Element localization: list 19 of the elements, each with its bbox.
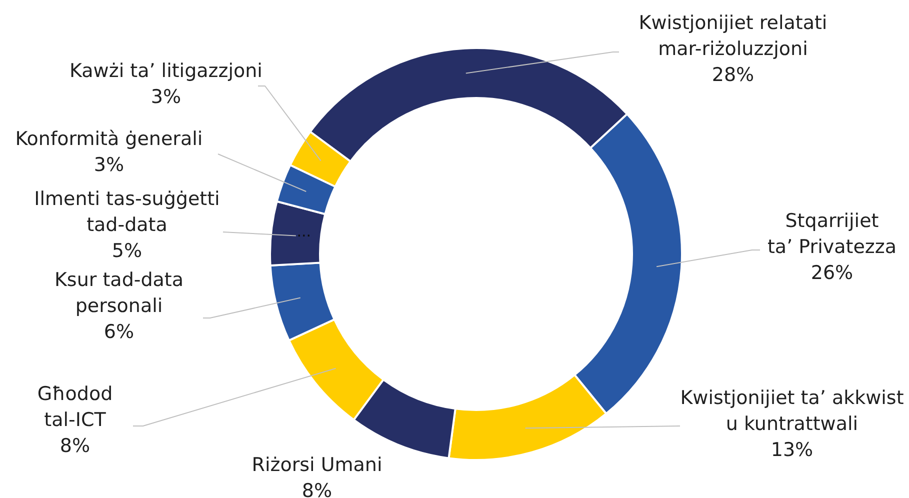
data-label: 3%	[94, 154, 124, 176]
slice-label: Konformità ġenerali	[15, 128, 203, 150]
slice-label: Ksur tad-data personali	[54, 269, 184, 317]
slice-label: Kawżi ta’ litigazzjoni	[70, 60, 262, 82]
data-label: 6%	[104, 321, 134, 343]
data-label: 8%	[60, 435, 90, 457]
data-label: 26%	[810, 262, 854, 284]
slice-label: Kwistjonijiet ta’ akkwist u kuntrattwali	[680, 387, 904, 435]
slice-label: Riżorsi Umani	[252, 454, 382, 476]
slice-label: Ilmenti tas-suġġetti tad-data	[34, 188, 220, 236]
data-label: 13%	[770, 439, 814, 461]
data-label: 28%	[712, 64, 754, 86]
data-label: 5%	[112, 240, 142, 262]
data-label: 3%	[150, 86, 182, 108]
data-label: 8%	[302, 480, 332, 498]
slice-label: Kwistjonijiet relatati mar-riżoluzzjoni	[638, 12, 828, 60]
text: ...	[296, 222, 312, 241]
slice-label: Stqarrijiet ta’ Privatezza	[767, 210, 897, 258]
slice-label: Għodod tal-ICT	[37, 383, 113, 431]
